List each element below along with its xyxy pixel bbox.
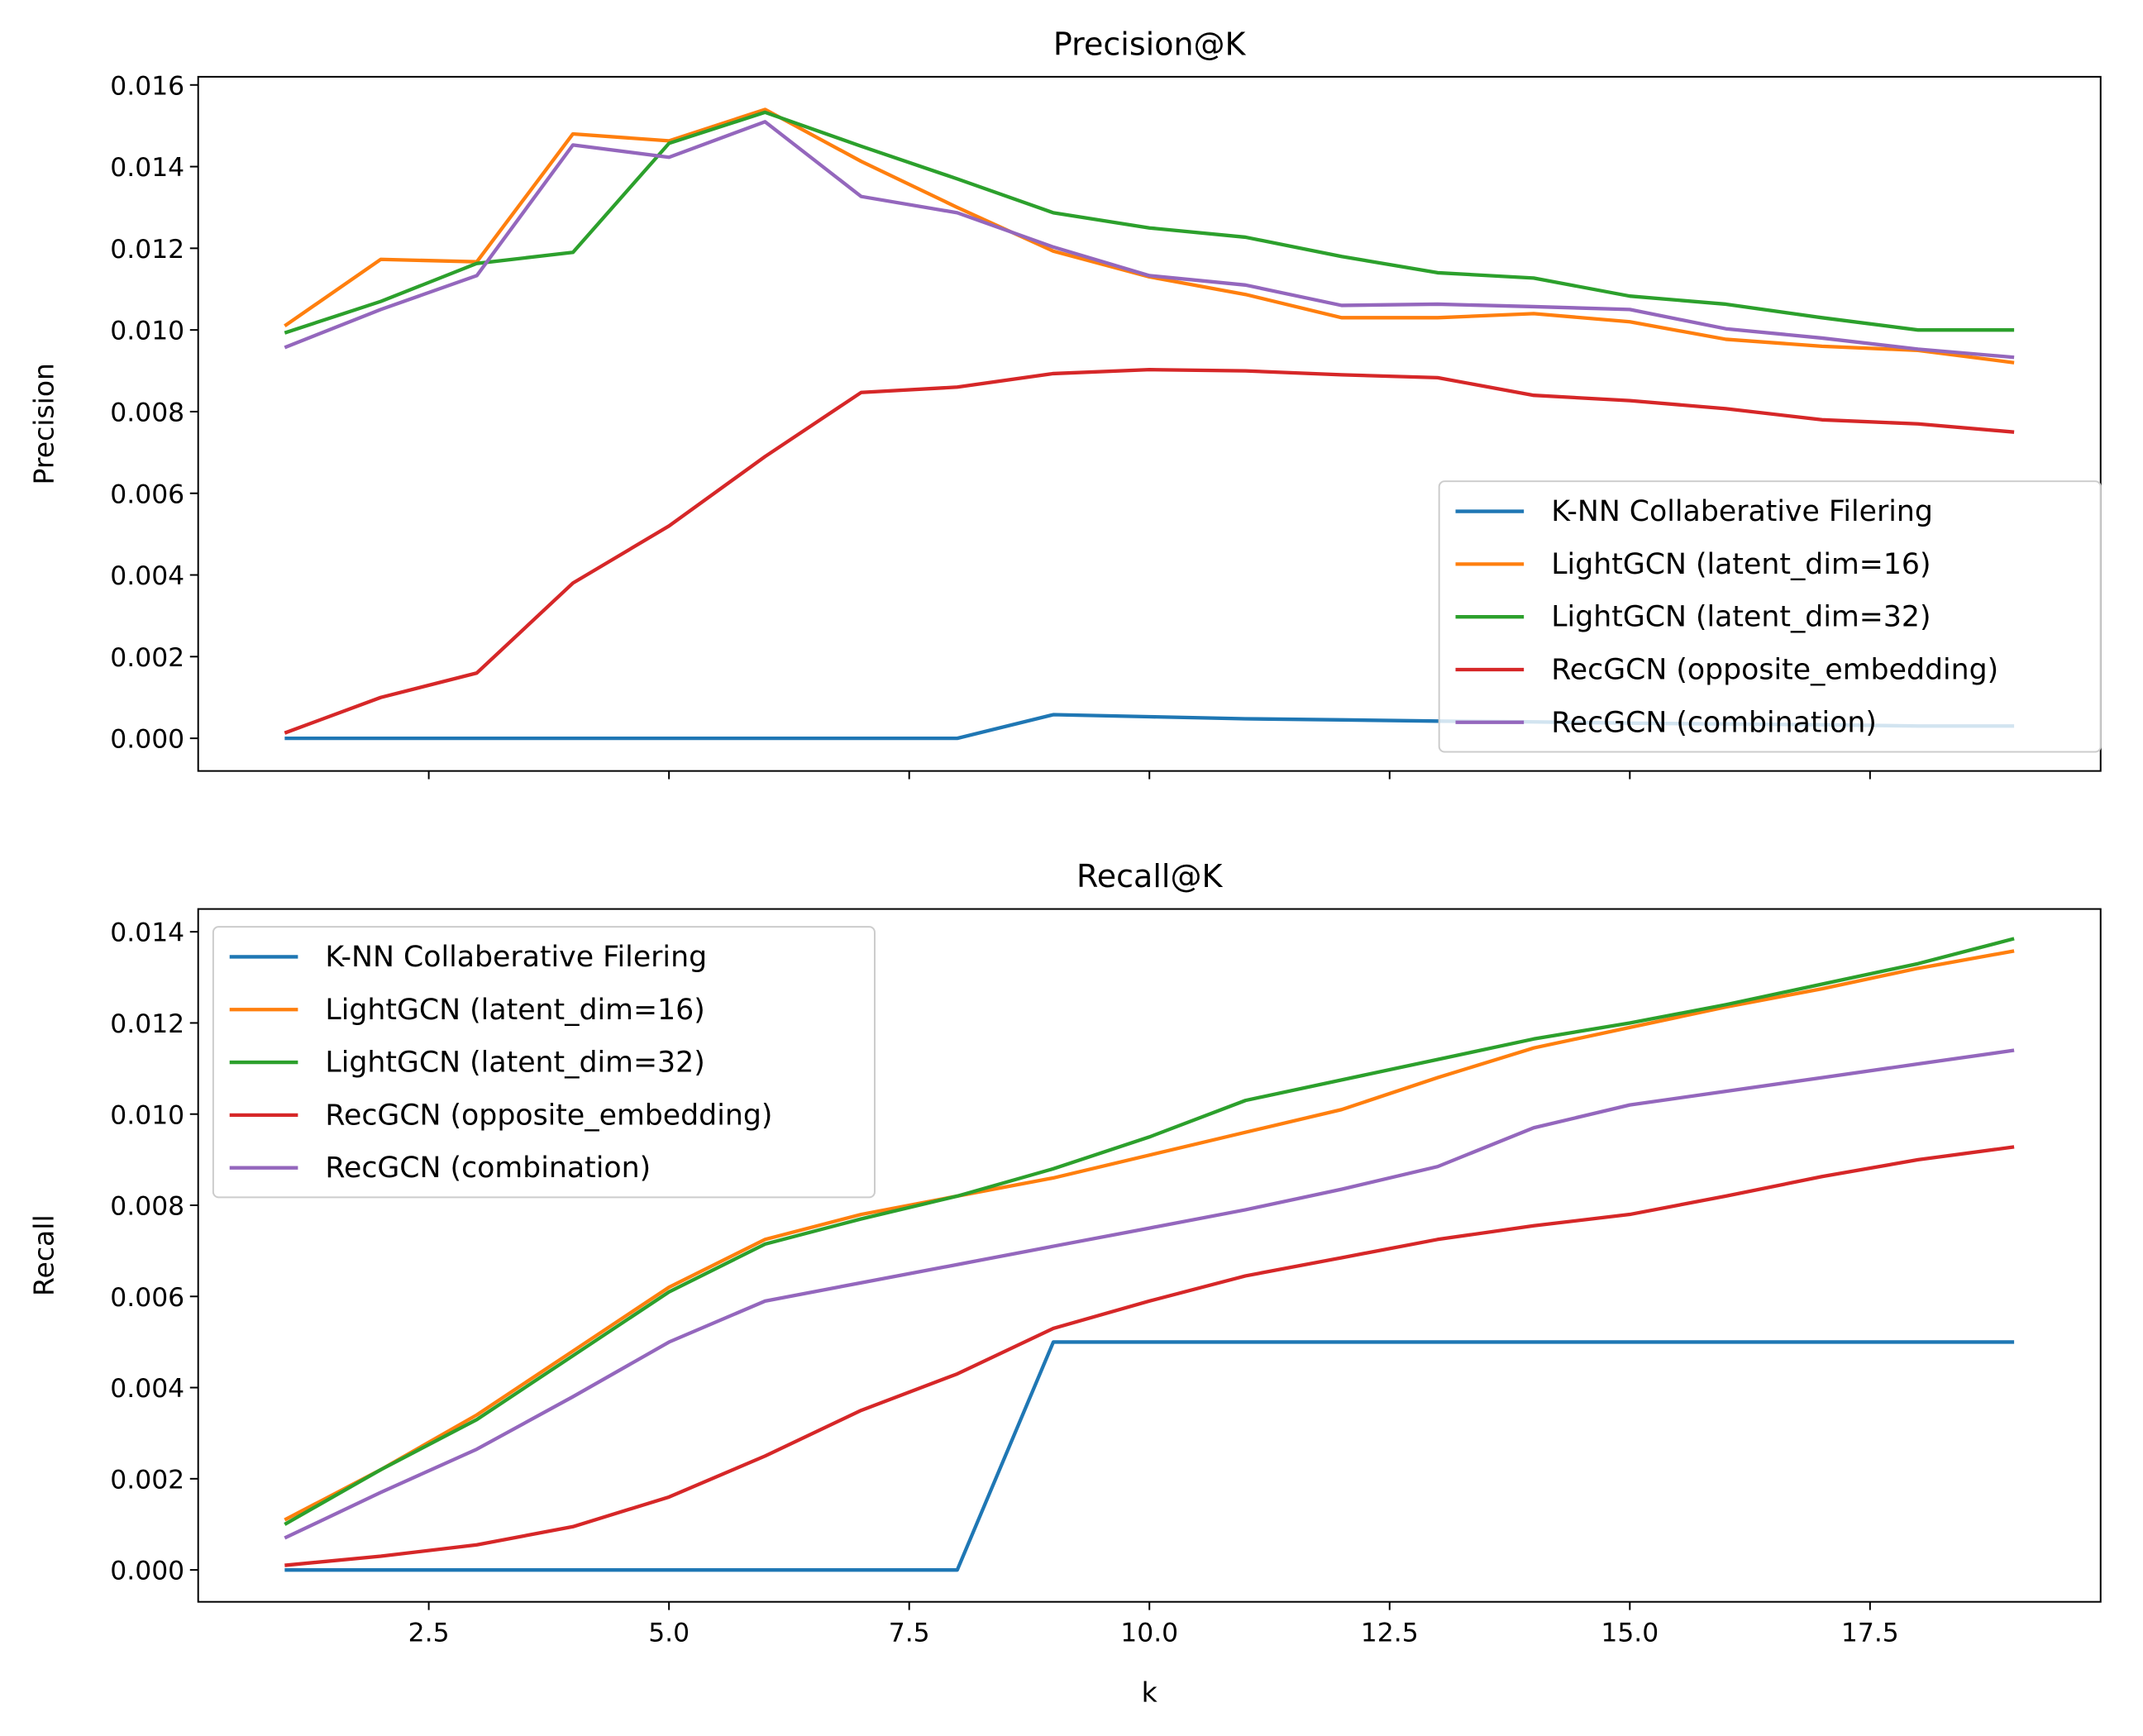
y-tick-label: 0.012	[110, 1009, 184, 1039]
x-tick-label: 17.5	[1841, 1619, 1899, 1648]
x-tick-label: 12.5	[1361, 1619, 1419, 1648]
legend-label: RecGCN (opposite_embedding)	[325, 1099, 772, 1132]
series-line-2	[284, 110, 2015, 335]
recall-chart: 2.5 5.0 7.5 10.0 12.5 15.0 17.5 0.000 0.002 0.004…	[27, 858, 2102, 1708]
y-tick-label: 0.000	[110, 725, 184, 755]
x-axis-label: k	[1142, 1676, 1158, 1708]
series-line-3	[284, 367, 2015, 735]
legend-box	[212, 926, 876, 1199]
y-tick-label: 0.014	[110, 153, 184, 183]
y-tick-label: 0.008	[110, 398, 184, 428]
legend-label: RecGCN (combination)	[1551, 706, 1877, 739]
x-tick-label: 7.5	[889, 1619, 930, 1648]
legend-label: LightGCN (latent_dim=16)	[325, 994, 704, 1027]
legend-label: LightGCN (latent_dim=32)	[325, 1047, 704, 1080]
series-line-1	[284, 949, 2015, 1522]
precision-chart: 0.000 0.002 0.004 0.006 0.008 0.010 0.012 0.014…	[27, 26, 2102, 780]
legend-box	[1438, 480, 2102, 753]
x-tick-label: 10.0	[1120, 1619, 1178, 1648]
y-tick-label: 0.002	[110, 643, 184, 673]
chart-title: Precision@K	[1053, 26, 1247, 62]
legend: K-NN Collaberative Filering LightGCN (lat…	[1438, 480, 2102, 753]
legend-label: K-NN Collaberative Filering	[325, 941, 707, 974]
x-tick-label: 15.0	[1601, 1619, 1659, 1648]
y-tick-label: 0.014	[110, 918, 184, 948]
series-line-4	[284, 120, 2015, 360]
series-line-4	[284, 1048, 2015, 1540]
y-axis-label: Precision	[27, 363, 60, 484]
legend-label: LightGCN (latent_dim=16)	[1551, 548, 1931, 581]
x-tick-label: 2.5	[408, 1619, 450, 1648]
y-tick-label: 0.002	[110, 1465, 184, 1495]
y-tick-label: 0.006	[110, 1283, 184, 1313]
legend-label: LightGCN (latent_dim=32)	[1551, 601, 1931, 634]
series-line-3	[284, 1145, 2015, 1567]
chart-title: Recall@K	[1076, 858, 1223, 894]
y-tick-label: 0.016	[110, 71, 184, 101]
y-tick-label: 0.004	[110, 1374, 184, 1404]
legend-label: RecGCN (opposite_embedding)	[1551, 654, 1998, 687]
y-tick-label: 0.008	[110, 1192, 184, 1222]
x-tick-label: 5.0	[648, 1619, 690, 1648]
legend-label: K-NN Collaberative Filering	[1551, 495, 1933, 528]
series-line-0	[284, 1340, 2015, 1572]
series-line-1	[284, 107, 2015, 365]
legend-label: RecGCN (combination)	[325, 1152, 651, 1185]
y-tick-label: 0.000	[110, 1557, 184, 1586]
y-tick-label: 0.004	[110, 561, 184, 591]
y-axis-label: Recall	[27, 1214, 60, 1296]
legend: K-NN Collaberative Filering LightGCN (lat…	[212, 926, 876, 1199]
series-line-2	[284, 937, 2015, 1526]
y-tick-label: 0.006	[110, 479, 184, 509]
y-tick-label: 0.010	[110, 1100, 184, 1130]
y-tick-label: 0.010	[110, 317, 184, 346]
y-tick-label: 0.012	[110, 235, 184, 265]
